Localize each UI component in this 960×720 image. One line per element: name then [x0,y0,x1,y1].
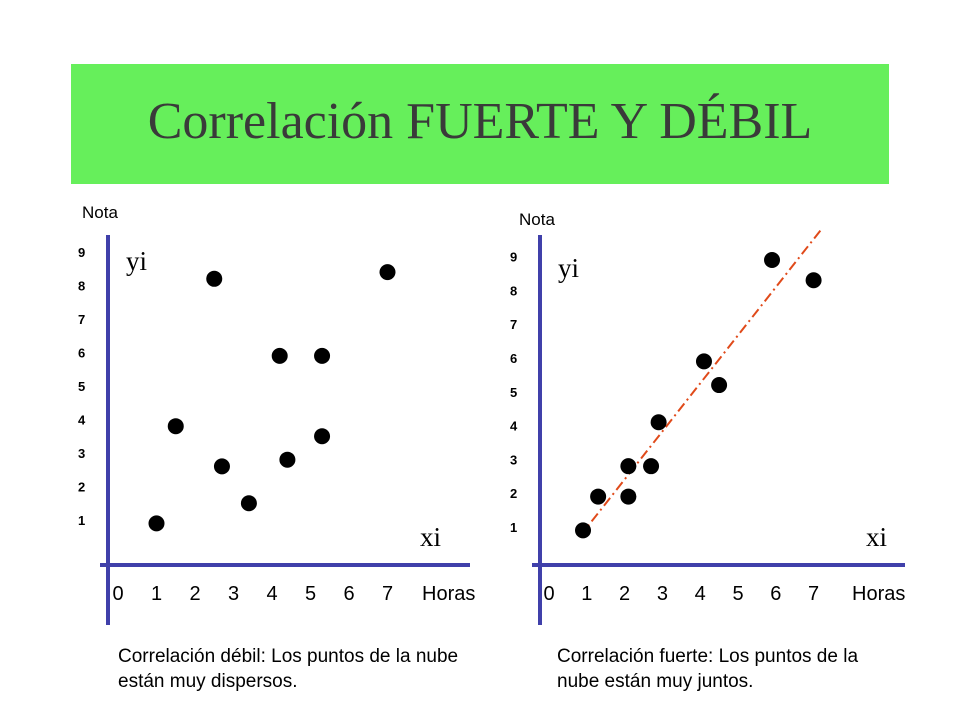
x-tick-label: 2 [619,583,630,605]
x-tick-label: 6 [770,583,781,605]
data-point [620,458,637,475]
data-point [314,428,331,445]
y-tick-label: 1 [510,520,517,535]
x-tick-label: 5 [305,583,316,605]
y-tick-label: 5 [78,379,85,394]
data-point [314,347,331,364]
x-tick-label: 5 [732,583,743,605]
y-axis-name: yi [558,253,579,283]
x-axis-label: Horas [422,583,475,605]
x-axis-label: Horas [852,583,905,605]
data-point [590,488,607,505]
page-title: Correlación FUERTE Y DÉBIL [147,93,813,150]
title-band: Correlación FUERTE Y DÉBIL [71,64,889,184]
x-tick-label: 7 [382,583,393,605]
x-tick-label: 1 [151,583,162,605]
y-tick-label: 9 [78,245,85,260]
y-tick-label: 8 [78,279,85,294]
y-axis-label: Nota [82,203,118,222]
x-tick-label: 0 [543,583,554,605]
y-tick-label: 3 [78,446,85,461]
y-tick-label: 9 [510,250,517,265]
data-point [148,515,165,532]
data-point [650,414,667,431]
x-tick-label: 6 [343,583,354,605]
data-point [643,458,660,475]
y-tick-label: 4 [510,419,518,434]
y-tick-label: 7 [78,312,85,327]
y-tick-label: 3 [510,452,517,467]
data-point [213,458,230,475]
x-tick-label: 2 [189,583,200,605]
x-tick-label: 7 [808,583,819,605]
x-tick-label: 1 [581,583,592,605]
data-point [695,353,712,370]
y-tick-label: 2 [510,486,517,501]
data-point [206,270,223,287]
x-tick-label: 3 [228,583,239,605]
data-point [279,451,296,468]
data-point [379,264,396,281]
data-point [764,251,781,268]
x-tick-label: 4 [266,583,277,605]
x-tick-label: 3 [657,583,668,605]
caption-strong: Correlación fuerte: Los puntos de la nub… [557,646,859,692]
data-point [620,488,637,505]
x-tick-label: 4 [695,583,706,605]
y-tick-label: 6 [78,346,85,361]
data-point [711,377,728,394]
data-point [805,272,822,289]
data-point [575,522,592,539]
y-tick-label: 1 [78,513,85,528]
y-tick-label: 4 [78,413,86,428]
y-tick-label: 2 [78,480,85,495]
y-tick-label: 6 [510,351,517,366]
y-axis-name: yi [126,246,147,276]
data-point [271,347,288,364]
data-point [240,495,257,512]
y-axis-label: Nota [519,210,555,229]
y-tick-label: 8 [510,283,517,298]
caption-weak: Correlación débil: Los puntos de la nube… [118,646,459,692]
y-tick-label: 5 [510,385,517,400]
trend-line [578,228,822,538]
x-tick-label: 0 [112,583,123,605]
y-tick-label: 7 [510,317,517,332]
x-axis-name: xi [866,522,887,552]
data-point [167,418,184,435]
x-axis-name: xi [420,522,441,552]
